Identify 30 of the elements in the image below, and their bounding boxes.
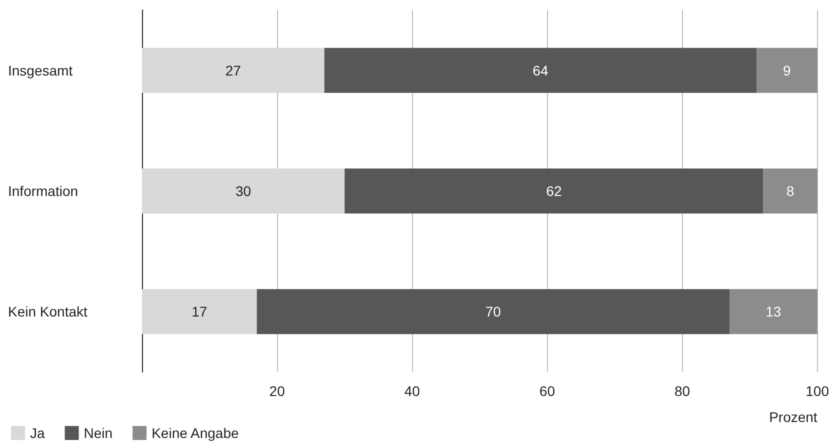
data-label: 9 xyxy=(783,62,792,78)
x-tick-label: 60 xyxy=(539,383,556,399)
bar xyxy=(756,48,818,93)
y-tick-label: Information xyxy=(8,183,78,199)
bar xyxy=(142,48,324,93)
legend-label: Nein xyxy=(84,425,113,441)
data-label: 17 xyxy=(192,304,208,320)
bar xyxy=(344,168,764,214)
legend-label: Keine Angabe xyxy=(152,425,239,441)
x-tick-label: 80 xyxy=(674,383,690,399)
data-label: 30 xyxy=(236,183,252,199)
y-tick-label: Kein Kontakt xyxy=(8,304,88,320)
x-tick-label: 100 xyxy=(806,383,830,399)
data-label: 70 xyxy=(485,304,502,320)
bar xyxy=(324,48,757,93)
x-tick-label: 20 xyxy=(269,383,286,399)
data-label: 62 xyxy=(546,183,562,199)
y-tick-label: Insgesamt xyxy=(8,62,73,78)
data-label: 13 xyxy=(766,304,782,320)
x-tick-label: 40 xyxy=(404,383,420,399)
data-label: 64 xyxy=(532,62,548,78)
bar xyxy=(256,289,730,334)
x-axis-title: Prozent xyxy=(769,409,818,425)
bar xyxy=(142,289,257,334)
data-label: 8 xyxy=(786,183,794,199)
bar xyxy=(730,289,818,334)
legend-label: Ja xyxy=(30,425,45,441)
bar xyxy=(142,168,345,214)
bar xyxy=(763,168,818,214)
data-label: 27 xyxy=(225,62,242,78)
